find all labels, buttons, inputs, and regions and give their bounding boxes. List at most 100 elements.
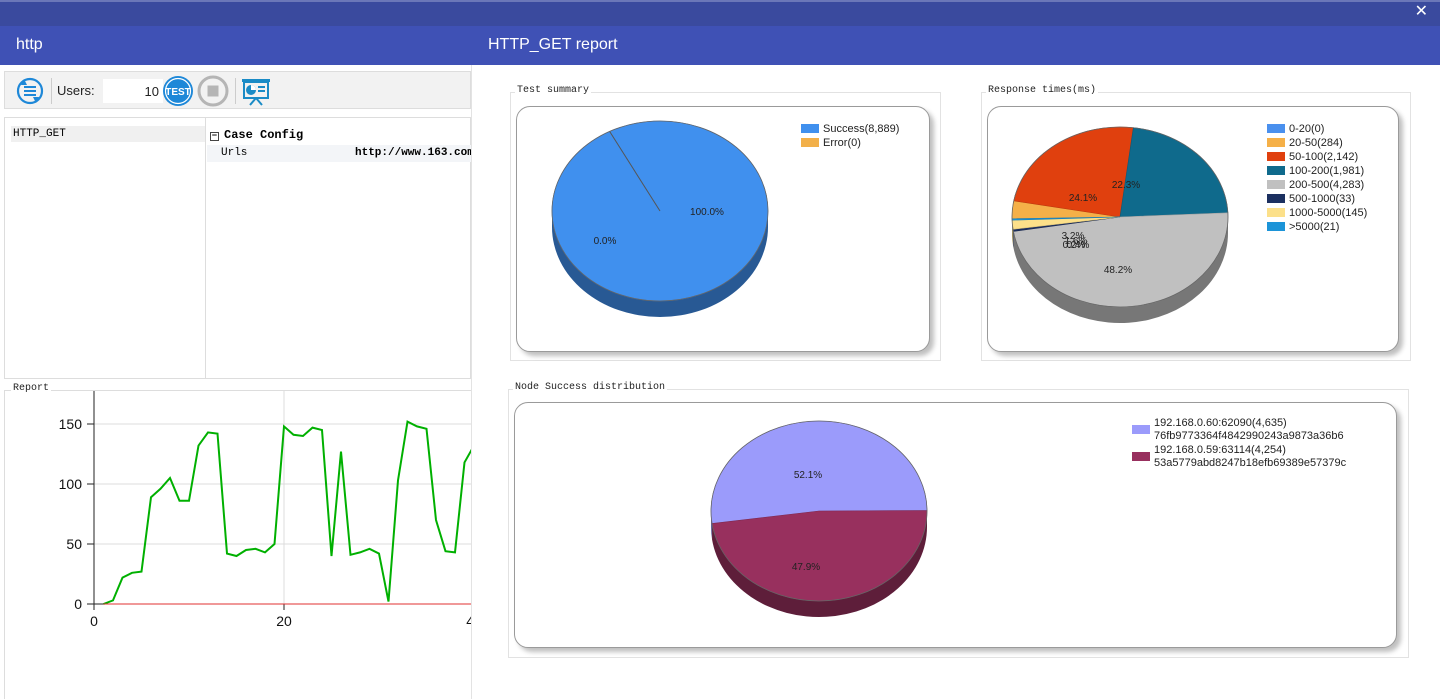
case-tree: HTTP_GET <box>5 118 206 378</box>
legend-label-line1: 192.168.0.59:63114(4,254) <box>1154 444 1286 456</box>
legend-swatch <box>1267 222 1285 231</box>
legend-swatch <box>1267 194 1285 203</box>
close-icon[interactable]: ✕ <box>1414 3 1428 20</box>
y-tick-label: 0 <box>74 596 82 612</box>
legend-item: Error(0) <box>801 136 899 150</box>
legend-swatch <box>1267 152 1285 161</box>
legend-swatch <box>1132 452 1150 461</box>
toolbar: Users: TEST <box>4 71 471 109</box>
tree-item-http-get[interactable]: HTTP_GET <box>11 126 205 142</box>
legend-label: 100-200(1,981) <box>1289 165 1365 177</box>
response-times-panel: 3.2% 24.1% 22.3% 48.2% 0.4% 1.6% 0.2% 0-20(0) 2… <box>987 106 1399 352</box>
y-tick-label: 150 <box>59 416 83 432</box>
users-input[interactable] <box>103 79 163 103</box>
legend-label-line1: 192.168.0.60:62090(4,635) <box>1154 417 1287 429</box>
pie-data-label: 48.2% <box>1104 265 1132 276</box>
stop-icon[interactable] <box>197 75 229 107</box>
report-title: HTTP_GET report <box>488 36 618 53</box>
legend-item: 500-1000(33) <box>1267 192 1367 206</box>
y-tick-label: 50 <box>66 536 82 552</box>
category-label: Case Config <box>224 128 304 142</box>
series-line-success <box>103 420 471 605</box>
response-times-group: Response times(ms) 3.2% 24.1% 22.3% 48.2% 0.… <box>981 85 1411 361</box>
legend-label: 50-100(2,142) <box>1289 151 1359 163</box>
legend-label: 200-500(4,283) <box>1289 179 1365 191</box>
pie-data-label: 1.6% <box>1065 236 1088 247</box>
presentation-chart-icon[interactable] <box>240 75 272 107</box>
legend-swatch <box>1267 180 1285 189</box>
legend-label: Error(0) <box>823 137 861 149</box>
pie-data-label: 52.1% <box>794 470 822 481</box>
legend-label-line2: 53a5779abd8247b18efb69389e57379c <box>1154 457 1347 469</box>
legend-item: Success(8,889) <box>801 122 899 136</box>
node-success-pie: 52.1% 47.9% <box>710 420 928 618</box>
toolbar-separator <box>51 78 52 104</box>
property-row-urls[interactable]: Urls http://www.163.com <box>207 145 471 162</box>
legend-swatch <box>1267 138 1285 147</box>
category-case-config[interactable]: − Case Config <box>210 128 303 142</box>
pie-data-label: 100.0% <box>690 207 724 218</box>
node-success-label: Node Success distribution <box>513 382 668 393</box>
pie-data-label: 3.2% <box>1062 231 1085 242</box>
report-line-chart: 05010015020002040 <box>59 391 471 629</box>
legend-item: 1000-5000(145) <box>1267 206 1367 220</box>
test-button-label: TEST <box>165 87 191 98</box>
report-group: Report 05010015020002040 <box>4 383 471 699</box>
node-success-legend: 192.168.0.60:62090(4,635) 76fb9773364f484… <box>1132 417 1346 471</box>
left-panel: Users: TEST <box>0 65 471 699</box>
pie-slice-1 <box>609 131 661 212</box>
title-bar-strip <box>0 0 1440 2</box>
test-summary-label: Test summary <box>515 85 592 96</box>
legend-label: Success(8,889) <box>823 123 900 135</box>
report-label: Report <box>11 383 52 394</box>
legend-label: 0-20(0) <box>1289 123 1325 135</box>
pie-side-4 <box>1013 217 1228 324</box>
property-value[interactable]: http://www.163.com <box>355 147 471 159</box>
legend-swatch <box>1132 425 1150 434</box>
pie-outline <box>710 420 928 602</box>
pie-outline <box>1011 126 1229 308</box>
pie-side-1 <box>712 511 927 618</box>
legend-item: 0-20(0) <box>1267 122 1367 136</box>
toolbar-separator-2 <box>235 78 236 104</box>
pie-slice-3 <box>1119 127 1229 218</box>
pie-data-label: 0.2% <box>1063 240 1086 251</box>
refresh-icon[interactable] <box>14 75 46 107</box>
legend-label: 20-50(284) <box>1289 137 1343 149</box>
pie-data-label: 22.3% <box>1112 180 1140 191</box>
pie-outline <box>551 120 769 302</box>
test-summary-group: Test summary 100.0% 0.0% Success(8,889) Er… <box>510 85 941 361</box>
property-grid: − Case Config Urls http://www.163.com <box>207 118 471 378</box>
users-label: Users: <box>57 83 95 98</box>
legend-label: >5000(21) <box>1289 221 1340 233</box>
right-panel: Test summary 100.0% 0.0% Success(8,889) Er… <box>471 65 1440 699</box>
legend-item: 200-500(4,283) <box>1267 178 1367 192</box>
legend-swatch <box>1267 166 1285 175</box>
legend-swatch <box>1267 208 1285 217</box>
legend-item: 192.168.0.60:62090(4,635) 76fb9773364f484… <box>1132 417 1346 444</box>
legend-item: >5000(21) <box>1267 220 1367 234</box>
legend-label: 500-1000(33) <box>1289 193 1356 205</box>
legend-swatch <box>801 124 819 133</box>
pie-data-label: 0.4% <box>1067 240 1090 251</box>
x-tick-label: 20 <box>276 613 292 629</box>
x-tick-label: 40 <box>466 613 471 629</box>
y-tick-label: 100 <box>59 476 83 492</box>
legend-item: 20-50(284) <box>1267 136 1367 150</box>
property-key: Urls <box>221 147 248 159</box>
collapse-icon[interactable]: − <box>210 131 219 141</box>
legend-swatch <box>801 138 819 147</box>
test-button[interactable]: TEST <box>162 75 194 107</box>
response-times-legend: 0-20(0) 20-50(284) 50-100(2,142) 100-200(1,… <box>1267 122 1367 234</box>
legend-label: 192.168.0.60:62090(4,635) 76fb9773364f484… <box>1154 417 1344 443</box>
legend-item: 50-100(2,142) <box>1267 150 1367 164</box>
case-config-grid: HTTP_GET − Case Config Urls http://www.16… <box>4 117 471 379</box>
x-tick-label: 0 <box>90 613 98 629</box>
legend-item: 100-200(1,981) <box>1267 164 1367 178</box>
header-bar: http HTTP_GET report <box>0 26 1440 65</box>
pie-data-label: 47.9% <box>792 562 820 573</box>
pie-data-label: 0.0% <box>594 236 617 247</box>
pie-data-label: 24.1% <box>1069 193 1097 204</box>
legend-label: 1000-5000(145) <box>1289 207 1368 219</box>
node-success-panel: 52.1% 47.9% 192.168.0.60:62090(4,635) 76fb… <box>514 402 1397 648</box>
